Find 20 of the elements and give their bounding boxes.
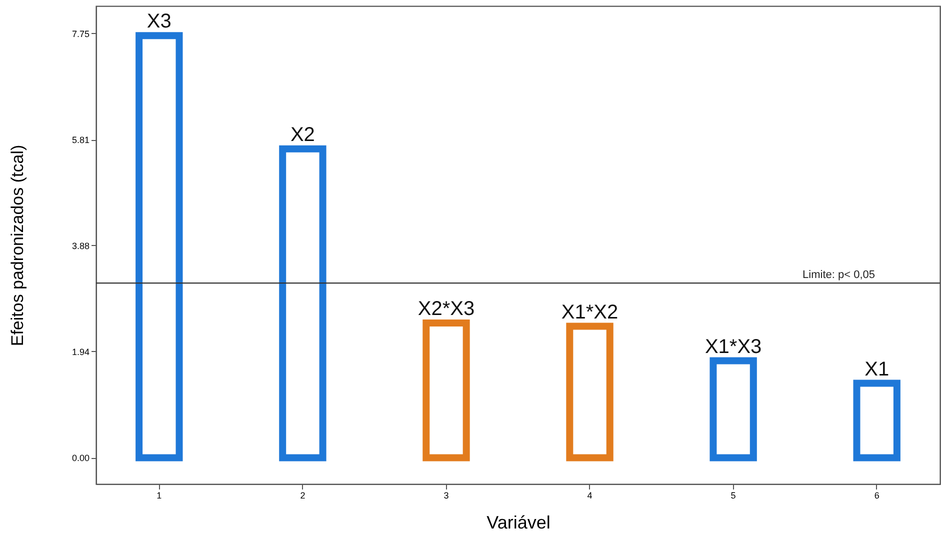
y-tick-label: 5.81 (72, 135, 90, 146)
ref-line-label: Limite: p< 0,05 (802, 269, 875, 282)
y-tick-label: 3.88 (72, 240, 90, 251)
y-tick-label: 7.75 (72, 28, 90, 39)
annotation: X1*X2 (561, 301, 618, 324)
annotation: X2*X3 (418, 298, 475, 320)
annotation: X1*X3 (704, 336, 762, 358)
x-axis-title: Variável (486, 512, 550, 532)
x-tick-label: 2 (300, 490, 306, 500)
y-axis-title: Efeitos padronizados (tcal) (8, 144, 27, 346)
annotation: X3 (146, 10, 172, 33)
x-tick-label: 6 (874, 490, 880, 500)
y-tick-label: 1.94 (72, 346, 90, 357)
x-tick-label: 4 (587, 490, 592, 500)
annotation: X2 (290, 124, 315, 146)
x-tick-label: 5 (730, 490, 736, 500)
y-tick-label: 0.00 (72, 453, 90, 464)
annotation: X1 (864, 358, 890, 380)
x-tick-label: 3 (444, 490, 449, 500)
x-tick-label: 1 (156, 490, 162, 500)
